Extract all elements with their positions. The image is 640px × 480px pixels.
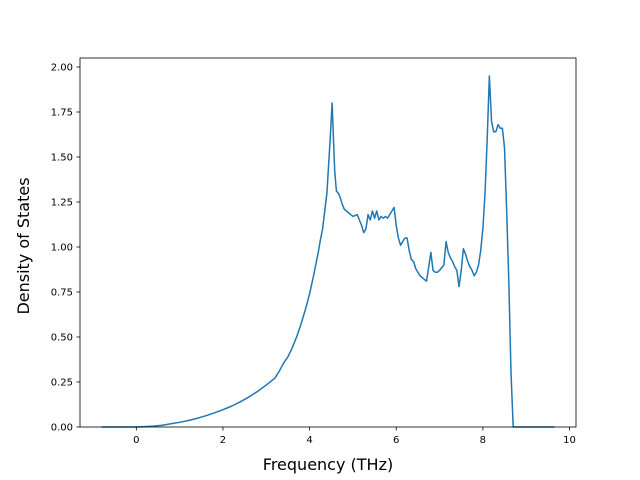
dos-line [101,75,555,428]
x-axis-ticks: 0 2 4 6 8 10 [133,427,576,446]
x-tick-label: 10 [563,435,576,446]
axes-frame [79,57,577,428]
y-tick-label: 0.75 [51,288,73,299]
x-tick-label: 2 [220,435,226,446]
x-tick-label: 6 [393,435,399,446]
y-tick-label: 1.50 [51,153,73,164]
y-tick-label: 0.25 [51,378,73,389]
y-tick-label: 0.00 [51,423,73,434]
y-axis-ticks: 0.00 0.25 0.50 0.75 1.00 1.25 1.50 1.75 2.00 [51,63,80,434]
x-tick-label: 8 [480,435,486,446]
y-tick-label: 1.75 [51,108,73,119]
plot-area [79,57,577,428]
x-tick-label: 4 [306,435,312,446]
y-tick-label: 1.00 [51,243,73,254]
x-tick-label: 0 [133,435,139,446]
y-tick-label: 0.50 [51,333,73,344]
y-tick-label: 1.25 [51,198,73,209]
y-tick-label: 2.00 [51,63,73,74]
y-axis-label: Density of States [14,177,33,314]
x-axis-label: Frequency (THz) [263,455,393,474]
